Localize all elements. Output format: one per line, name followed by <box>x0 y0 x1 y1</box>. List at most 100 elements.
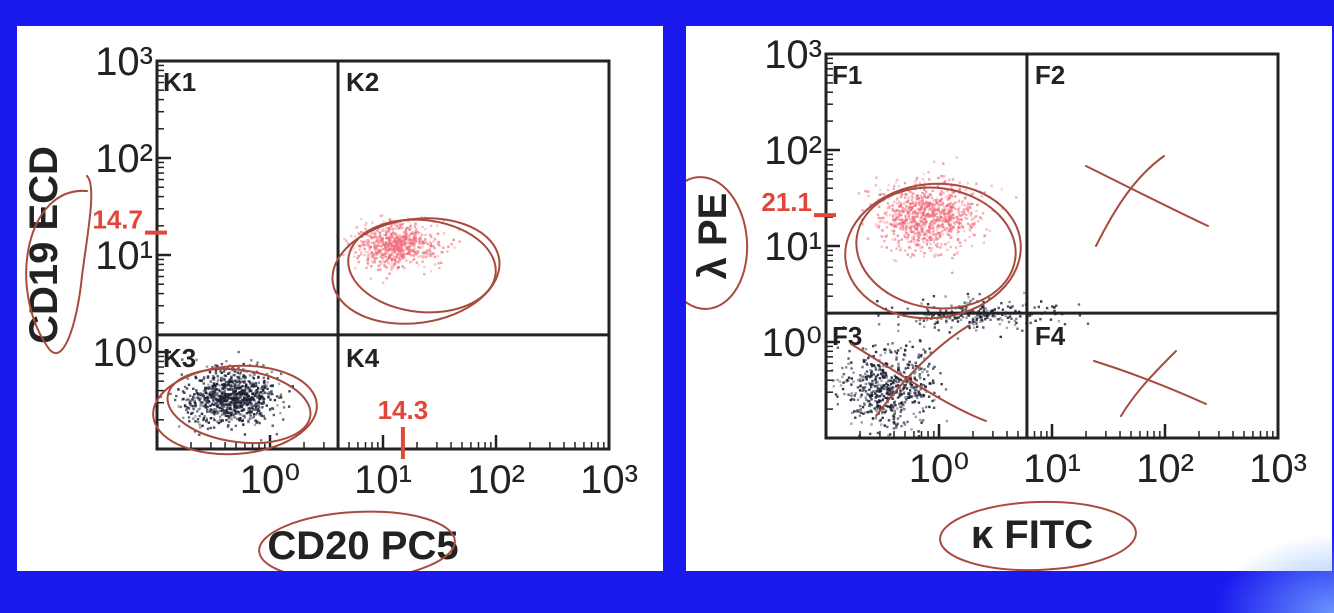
data-point <box>203 398 206 402</box>
data-point <box>931 219 935 222</box>
data-point <box>881 411 884 415</box>
data-point <box>902 358 905 361</box>
data-point <box>874 366 877 370</box>
data-point <box>385 233 388 236</box>
data-point <box>916 232 920 235</box>
data-point <box>383 260 386 264</box>
data-point <box>907 240 910 244</box>
data-point <box>922 319 926 322</box>
data-point <box>893 401 896 404</box>
data-point <box>983 191 986 194</box>
data-point <box>212 426 216 429</box>
data-point <box>965 316 968 320</box>
data-point <box>854 416 857 419</box>
data-point <box>966 209 970 212</box>
data-point <box>876 404 879 407</box>
data-point <box>383 243 386 247</box>
y-tick-label: 10³ <box>764 33 822 77</box>
data-point <box>919 387 922 391</box>
data-point <box>404 227 408 230</box>
data-point <box>367 234 370 237</box>
data-point <box>855 410 859 413</box>
data-point <box>391 227 394 231</box>
annotation-circle <box>855 186 1017 310</box>
data-point <box>235 383 238 387</box>
data-point <box>887 393 890 396</box>
data-point <box>390 225 393 228</box>
data-point <box>231 400 234 404</box>
data-point <box>917 393 921 397</box>
data-point <box>932 211 935 214</box>
data-point <box>213 388 216 391</box>
data-point <box>417 255 420 259</box>
data-point <box>223 378 226 381</box>
data-point <box>860 393 863 396</box>
data-point <box>235 402 239 405</box>
data-point <box>985 228 988 231</box>
data-point <box>363 247 366 250</box>
data-point <box>935 212 938 215</box>
data-point <box>919 233 923 236</box>
data-point <box>920 302 923 305</box>
data-point <box>251 406 254 409</box>
data-point <box>193 400 196 403</box>
data-point <box>379 245 383 248</box>
data-point <box>927 204 930 207</box>
data-point <box>846 378 849 382</box>
data-point <box>400 244 403 248</box>
data-point <box>914 244 917 247</box>
data-point <box>881 416 884 420</box>
data-point <box>911 208 914 211</box>
data-point <box>438 266 441 270</box>
data-point <box>936 232 939 235</box>
data-point <box>982 326 985 329</box>
data-point <box>900 409 903 412</box>
data-point <box>405 219 408 223</box>
data-point <box>261 406 264 409</box>
data-point <box>383 245 386 248</box>
data-point <box>418 246 421 249</box>
data-point <box>886 188 890 192</box>
data-point <box>402 231 406 234</box>
data-point <box>457 229 461 232</box>
data-point <box>954 201 957 204</box>
data-point <box>414 252 417 255</box>
data-point <box>388 248 392 251</box>
data-point <box>217 399 220 403</box>
data-point <box>888 387 891 391</box>
data-point <box>926 215 930 218</box>
data-point <box>968 235 971 239</box>
data-point <box>910 230 913 233</box>
data-point <box>946 198 950 201</box>
data-point <box>929 202 932 205</box>
data-point <box>414 253 417 256</box>
data-point <box>378 249 382 252</box>
data-point <box>979 320 982 323</box>
data-point <box>204 389 208 393</box>
data-point <box>241 419 244 423</box>
data-point <box>230 418 233 421</box>
data-point <box>889 379 892 382</box>
data-point <box>387 242 390 245</box>
data-point <box>267 377 270 380</box>
data-point <box>252 383 255 386</box>
data-point <box>869 386 873 389</box>
data-point <box>203 388 207 391</box>
data-point <box>912 230 915 234</box>
data-point <box>225 387 228 390</box>
data-point <box>850 394 853 397</box>
data-point <box>371 231 374 234</box>
data-point <box>216 392 219 395</box>
data-point <box>914 228 918 231</box>
data-point <box>879 193 882 196</box>
data-point <box>230 415 233 418</box>
data-point <box>262 364 265 367</box>
data-point <box>436 242 439 245</box>
data-point <box>961 315 965 319</box>
data-point <box>861 389 864 392</box>
data-point <box>934 238 937 241</box>
data-point <box>973 216 976 219</box>
data-point <box>937 199 941 202</box>
data-point <box>888 197 891 200</box>
